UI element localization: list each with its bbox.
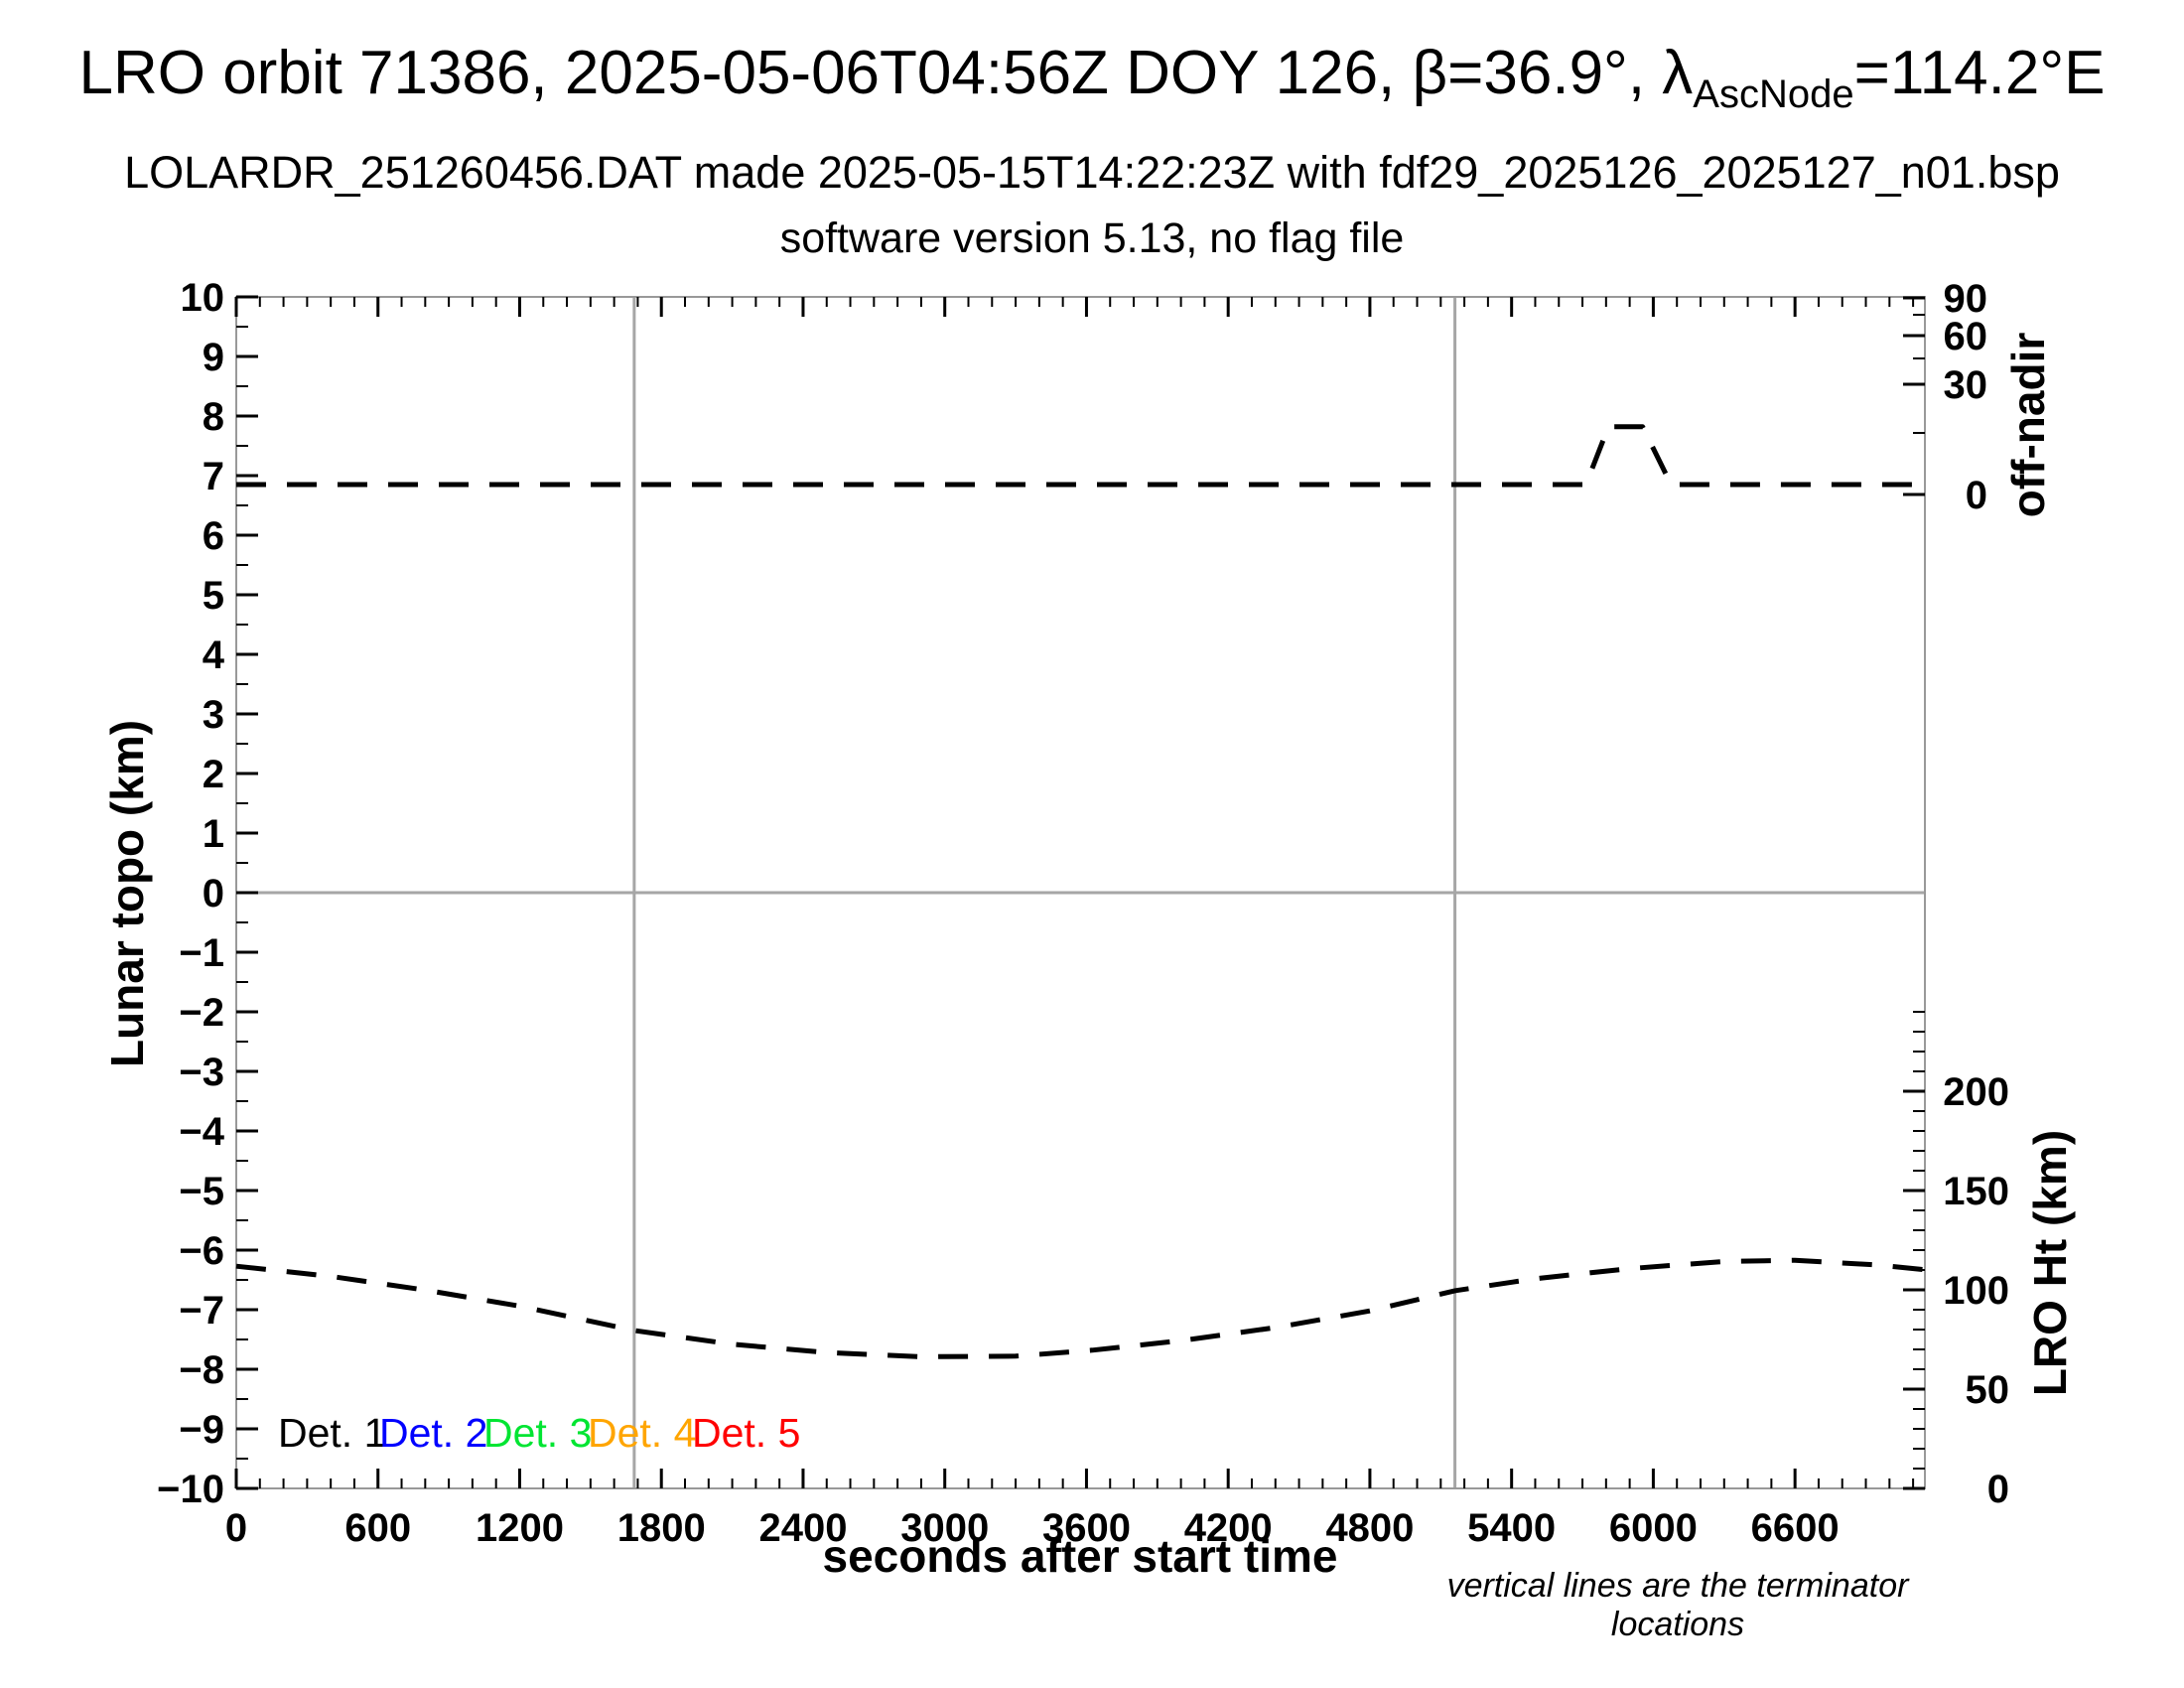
x-tick-label: 3600 [1042,1506,1131,1550]
plot-title: LRO orbit 71386, 2025-05-06T04:56Z DOY 1… [0,38,2184,117]
series-LRO-height [235,1257,1926,1359]
lro-ht-tick-label: 0 [1987,1468,2009,1511]
off-nadir-tick-label: 0 [1966,474,1987,517]
plot-subtitle: LOLARDR_251260456.DAT made 2025-05-15T14… [124,147,2060,198]
x-tick-label: 6000 [1609,1506,1698,1550]
y-left-tick-label: −10 [157,1468,224,1511]
plot-title-tail: =114.2°E [1853,39,2106,107]
y-left-tick-label: 1 [203,812,224,856]
y-left-tick-label: 8 [203,395,224,439]
legend-item-3: Det. 3 [483,1410,593,1456]
x-tick-label: 5400 [1467,1506,1556,1550]
x-tick-label: 4800 [1325,1506,1414,1550]
software-version-line: software version 5.13, no flag file [779,214,1405,262]
legend-item-1: Det. 1 [278,1410,387,1456]
x-tick-label: 3000 [900,1506,989,1550]
lro-ht-tick-label: 150 [1943,1170,2009,1213]
y-left-tick-label: 7 [203,455,224,498]
x-tick-label: 6600 [1751,1506,1840,1550]
y-left-tick-label: −8 [179,1348,224,1392]
y-left-tick-label: 0 [203,872,224,915]
y-left-tick-label: 3 [203,693,224,737]
y-left-tick-label: 5 [203,574,224,618]
x-tick-label: 1800 [617,1506,706,1550]
y-left-tick-label: −4 [179,1110,224,1154]
y-left-tick-label: −1 [179,931,224,975]
off-nadir-tick-label: 90 [1944,277,1988,321]
y-left-tick-label: 2 [203,753,224,796]
series-off-nadir-angle [236,424,1925,488]
y-axis-left-title: Lunar topo (km) [101,719,153,1068]
x-tick-label: 4200 [1184,1506,1273,1550]
y-left-tick-label: −5 [179,1170,224,1213]
x-tick-label: 1200 [476,1506,564,1550]
legend-item-2: Det. 2 [379,1410,488,1456]
legend-item-5: Det. 5 [692,1410,801,1456]
lro-ht-tick-label: 50 [1966,1368,2010,1412]
y-left-tick-label: 4 [203,633,225,677]
x-tick-label: 0 [225,1506,247,1550]
plot-title-main: LRO orbit 71386, 2025-05-06T04:56Z DOY 1… [78,39,1694,107]
y-left-tick-label: −7 [179,1289,224,1333]
lro-ht-tick-label: 200 [1943,1070,2009,1114]
plot-title-subscript: AscNode [1693,72,1854,116]
y-left-tick-label: −9 [179,1408,224,1452]
x-tick-label: 2400 [758,1506,847,1550]
y-left-tick-label: −3 [179,1051,224,1094]
y-left-tick-label: 9 [203,336,224,379]
y-left-tick-label: 10 [181,276,225,320]
y-left-tick-label: −2 [179,991,224,1035]
x-tick-label: 600 [344,1506,411,1550]
y-axis-right-bottom-title: LRO Ht (km) [2024,1129,2076,1397]
y-axis-right-top-title: off-nadir [2002,332,2054,518]
y-left-tick-label: 6 [203,514,224,558]
legend-item-4: Det. 4 [588,1410,697,1456]
y-left-tick-label: −6 [179,1229,224,1273]
off-nadir-tick-label: 60 [1944,315,1988,358]
terminator-note: vertical lines are the terminator locati… [1446,1567,1909,1643]
x-axis-title: seconds after start time [822,1530,1338,1582]
off-nadir-tick-label: 30 [1944,363,1988,407]
lro-ht-tick-label: 100 [1943,1269,2009,1313]
